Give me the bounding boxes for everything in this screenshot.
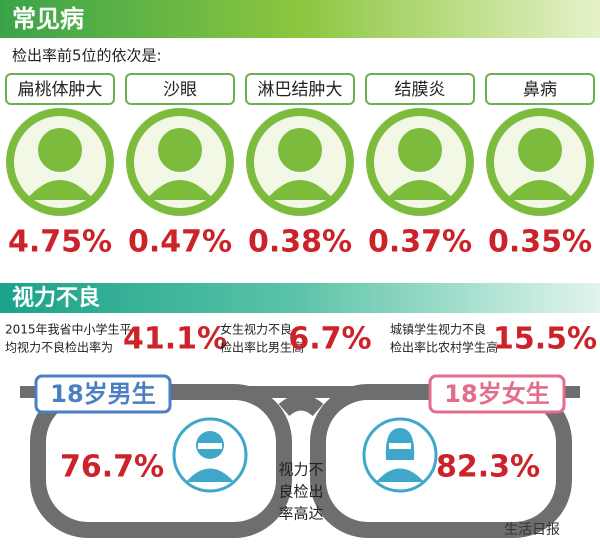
- stat-value: 41.1%: [123, 322, 227, 357]
- disease-rate: 0.37%: [368, 225, 472, 260]
- male-icon: [172, 417, 248, 493]
- disease-rate: 0.47%: [128, 225, 232, 260]
- watermark: 生活日报: [504, 522, 560, 538]
- disease-name: 扁桃体肿大: [18, 80, 103, 100]
- female-icon: [362, 417, 438, 493]
- stat-text: 检出率比农村学生高: [390, 340, 498, 355]
- label-box: [5, 73, 115, 105]
- icon-head: [38, 128, 82, 172]
- stat-text: 2015年我省中小学生平: [5, 322, 132, 337]
- vision-banner: [0, 283, 600, 313]
- note-line: 良检出: [278, 483, 323, 501]
- disease-rate: 0.35%: [488, 225, 592, 260]
- note-line: 率高达: [278, 505, 323, 523]
- stat-value: 6.7%: [288, 322, 371, 357]
- icon-body: [266, 180, 334, 200]
- icon-body: [386, 180, 454, 200]
- disease-name: 淋巴结肿大: [258, 80, 343, 100]
- disease-rate: 4.75%: [8, 225, 112, 260]
- label-box: [365, 73, 475, 105]
- female-label: 18岁女生: [444, 380, 549, 408]
- icon-body: [506, 180, 574, 200]
- stat-text: 女生视力不良: [220, 322, 292, 337]
- disease-name: 鼻病: [523, 80, 557, 100]
- label-box: [125, 73, 235, 105]
- male-label-box: [34, 374, 172, 414]
- female-value: 82.3%: [436, 450, 540, 485]
- stat-text: 均视力不良检出率为: [5, 340, 113, 355]
- icon-head: [158, 128, 202, 172]
- note-line: 视力不: [278, 461, 323, 479]
- male-label: 18岁男生: [50, 380, 155, 408]
- icon-body: [146, 180, 214, 200]
- subtitle: 检出率前5位的依次是:: [12, 47, 162, 65]
- female-label-box: [428, 374, 566, 414]
- disease-name: 沙眼: [163, 80, 197, 100]
- disease-rate: 0.38%: [248, 225, 352, 260]
- stat-text: 检出率比男生高: [220, 340, 304, 355]
- header-title: 常见病: [12, 5, 84, 33]
- disease-name: 结膜炎: [395, 80, 446, 100]
- icon-head: [278, 128, 322, 172]
- icon-head: [398, 128, 442, 172]
- stat-text: 城镇学生视力不良: [390, 322, 486, 337]
- stat-value: 15.5%: [493, 322, 597, 357]
- vision-title: 视力不良: [12, 285, 100, 311]
- label-box: [245, 73, 355, 105]
- male-value: 76.7%: [60, 450, 164, 485]
- icon-body: [26, 180, 94, 200]
- icon-head: [518, 128, 562, 172]
- label-box: [485, 73, 595, 105]
- header-banner: [0, 0, 600, 38]
